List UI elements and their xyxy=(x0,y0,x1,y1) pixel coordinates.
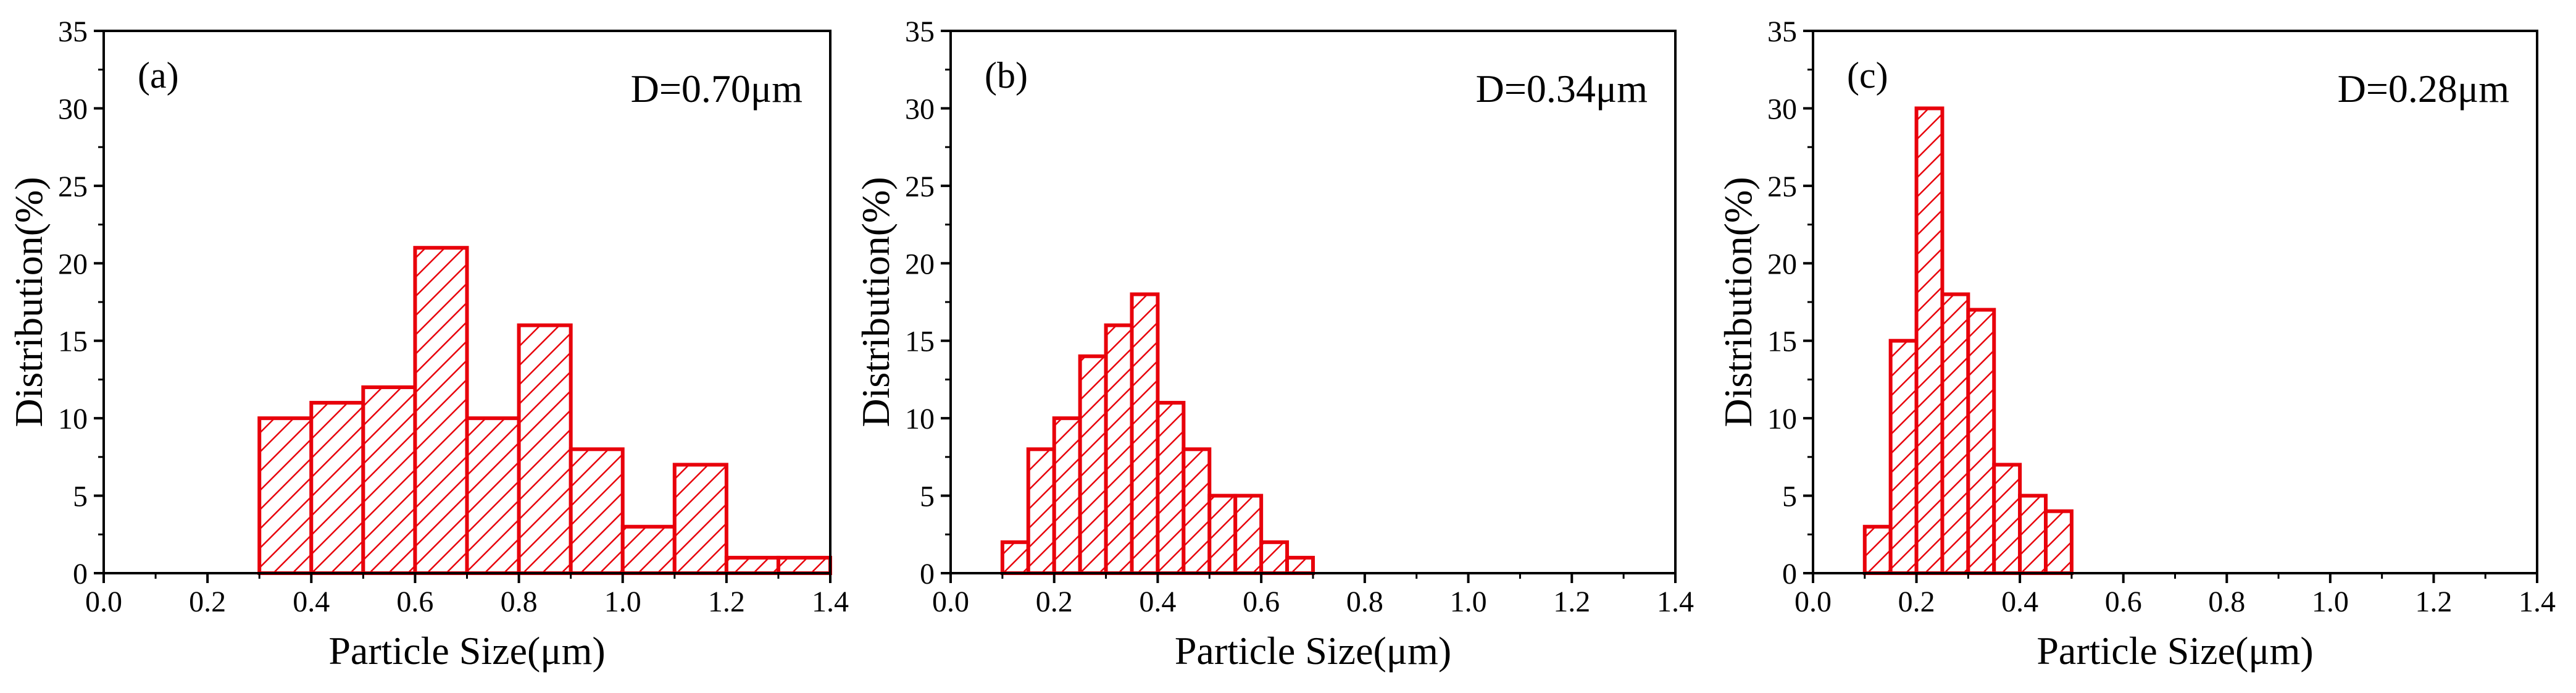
histogram-bar xyxy=(1285,555,1315,576)
x-axis-label: Particle Size(μm) xyxy=(2036,629,2313,673)
x-tick-label: 1.4 xyxy=(812,586,849,618)
x-tick-label: 1.2 xyxy=(2415,586,2452,618)
x-tick-label: 0.2 xyxy=(1898,586,1935,618)
mean-size-annotation: D=0.28μm xyxy=(2338,67,2509,111)
x-tick-label: 0.2 xyxy=(1036,586,1073,618)
histogram-bar xyxy=(1104,323,1134,576)
histogram-bar xyxy=(672,463,728,576)
histogram-bar xyxy=(1000,540,1030,575)
histogram-bar xyxy=(1259,540,1290,575)
histogram-bar xyxy=(1233,494,1264,575)
histogram-bar xyxy=(1052,416,1082,576)
x-tick-label: 0.8 xyxy=(2208,586,2245,618)
histogram-bar xyxy=(309,401,365,575)
histogram-bar xyxy=(361,385,417,575)
y-tick-label: 10 xyxy=(1767,403,1797,435)
y-tick-label: 0 xyxy=(73,558,88,590)
x-tick-label: 1.0 xyxy=(604,586,641,618)
panel-label: (b) xyxy=(985,55,1028,96)
x-tick-label: 0.4 xyxy=(1139,586,1176,618)
histogram-bar xyxy=(1207,494,1238,575)
histogram-bar xyxy=(1992,463,2022,576)
x-tick-label: 0.0 xyxy=(85,586,122,618)
y-tick-label: 10 xyxy=(58,403,88,435)
y-tick-label: 25 xyxy=(58,170,88,203)
mean-size-annotation: D=0.34μm xyxy=(1476,67,1648,111)
y-tick-label: 15 xyxy=(905,326,935,358)
panel-label: (c) xyxy=(1847,55,1888,96)
histogram-bar xyxy=(1156,401,1186,575)
x-tick-label: 1.4 xyxy=(1657,586,1694,618)
y-axis-label: Distribution(%) xyxy=(7,177,51,427)
x-tick-label: 1.2 xyxy=(1553,586,1590,618)
histogram-bar xyxy=(257,416,314,576)
y-tick-label: 0 xyxy=(1782,558,1797,590)
y-tick-label: 15 xyxy=(1767,326,1797,358)
y-tick-label: 20 xyxy=(58,248,88,280)
x-tick-label: 0.0 xyxy=(1794,586,1832,618)
histogram-panel-3: 0.0 0.2 0.4 0.6 0.8 1.0 1.2 1.4 0 5 10 15 20 25 30 35 Pa… xyxy=(1716,15,2556,673)
y-tick-label: 35 xyxy=(905,15,935,48)
x-tick-label: 0.8 xyxy=(1346,586,1383,618)
x-tick-label: 1.4 xyxy=(2519,586,2556,618)
x-tick-label: 1.0 xyxy=(1450,586,1487,618)
x-tick-label: 0.0 xyxy=(932,586,969,618)
mean-size-annotation: D=0.70μm xyxy=(631,67,802,111)
histogram-bar xyxy=(1078,354,1108,575)
x-tick-label: 0.6 xyxy=(2105,586,2142,618)
histogram-bar xyxy=(724,555,780,576)
x-tick-label: 0.2 xyxy=(189,586,226,618)
histogram-bar xyxy=(517,323,573,576)
histogram-bar xyxy=(1914,106,1945,575)
histogram-bar xyxy=(2018,494,2048,575)
x-tick-label: 0.8 xyxy=(501,586,538,618)
y-tick-label: 25 xyxy=(905,170,935,203)
y-tick-label: 20 xyxy=(1767,248,1797,280)
histogram-panel-2: 0.0 0.2 0.4 0.6 0.8 1.0 1.2 1.4 0 5 10 15 20 25 30 35 Pa… xyxy=(854,15,1694,673)
histogram-panel-1: 0.0 0.2 0.4 0.6 0.8 1.0 1.2 1.4 0 5 10 15 20 25 30 35 Pa… xyxy=(7,15,849,673)
y-tick-label: 30 xyxy=(58,93,88,125)
x-axis-label: Particle Size(μm) xyxy=(1175,629,1451,673)
x-tick-label: 1.2 xyxy=(708,586,745,618)
y-tick-label: 10 xyxy=(905,403,935,435)
x-tick-label: 1.0 xyxy=(2312,586,2349,618)
y-tick-label: 15 xyxy=(58,326,88,358)
histogram-bar xyxy=(1026,447,1056,575)
histogram-bar xyxy=(1130,292,1160,575)
histogram-bar xyxy=(569,447,625,575)
y-tick-label: 5 xyxy=(920,481,935,513)
y-tick-label: 5 xyxy=(73,481,88,513)
y-tick-label: 35 xyxy=(58,15,88,48)
histogram-bar xyxy=(1940,292,1970,575)
x-tick-label: 0.4 xyxy=(2001,586,2038,618)
panel-label: (a) xyxy=(138,55,179,96)
histogram-bar xyxy=(2044,509,2074,576)
x-axis-label: Particle Size(μm) xyxy=(328,629,605,673)
y-tick-label: 30 xyxy=(1767,93,1797,125)
histogram-bar xyxy=(413,246,469,575)
histogram-bar xyxy=(1862,524,1893,575)
histogram-bar xyxy=(620,524,677,575)
y-tick-label: 0 xyxy=(920,558,935,590)
x-tick-label: 0.4 xyxy=(293,586,330,618)
histogram-bar xyxy=(465,416,521,576)
y-tick-label: 30 xyxy=(905,93,935,125)
histogram-bar xyxy=(1966,308,1996,575)
y-tick-label: 20 xyxy=(905,248,935,280)
histogram-bar xyxy=(776,555,833,576)
y-axis-label: Distribution(%) xyxy=(854,177,898,427)
y-tick-label: 25 xyxy=(1767,170,1797,203)
y-axis-label: Distribution(%) xyxy=(1716,177,1760,427)
y-tick-label: 5 xyxy=(1782,481,1797,513)
y-tick-label: 35 xyxy=(1767,15,1797,48)
histogram-bar xyxy=(1182,447,1212,575)
x-tick-label: 0.6 xyxy=(396,586,433,618)
histogram-bar xyxy=(1888,338,1919,575)
x-tick-label: 0.6 xyxy=(1243,586,1280,618)
